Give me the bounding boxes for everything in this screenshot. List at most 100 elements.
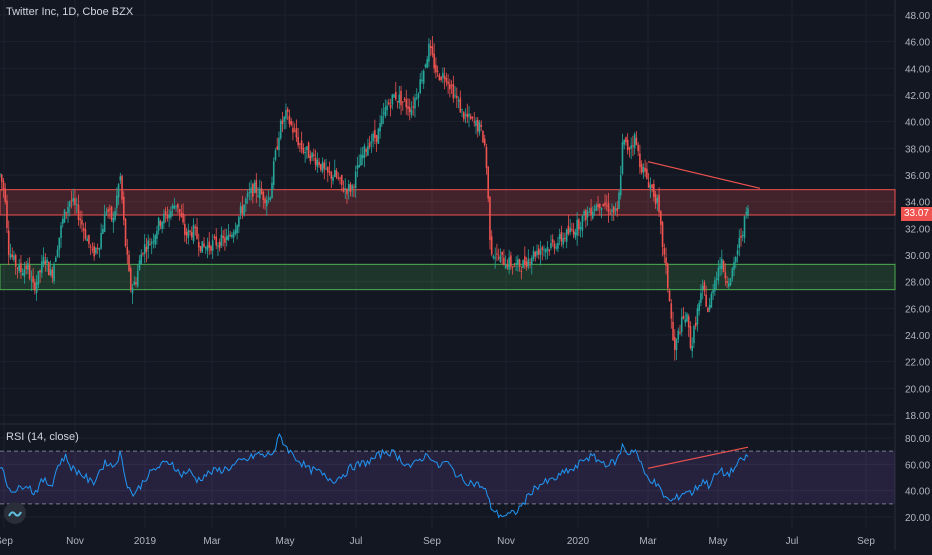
candle-body xyxy=(682,315,685,319)
candle-body xyxy=(677,330,680,340)
candle-body xyxy=(745,211,748,214)
candle-body xyxy=(611,209,613,212)
candle-body xyxy=(140,254,143,265)
candle-body xyxy=(347,184,350,192)
candle-body xyxy=(715,278,718,280)
candle-body xyxy=(639,153,641,168)
candle-body xyxy=(295,128,298,138)
candle-body xyxy=(27,263,29,270)
candle-body xyxy=(698,302,700,312)
rsi-tick-label: 80.00 xyxy=(905,434,930,445)
candle-body xyxy=(586,211,589,218)
candle-body xyxy=(255,180,258,194)
rsi-tick-label: 60.00 xyxy=(905,460,930,471)
candle-body xyxy=(642,166,645,173)
candle-body xyxy=(353,186,355,188)
candle-body xyxy=(102,229,104,234)
resistance-zone xyxy=(0,189,896,216)
candle-body xyxy=(318,161,320,166)
candle-body xyxy=(388,102,390,105)
candle-body xyxy=(344,188,347,190)
candle-body xyxy=(13,255,15,260)
candle-body xyxy=(717,267,720,281)
candle-body xyxy=(107,209,109,212)
candle-body xyxy=(637,144,639,152)
candle-body xyxy=(145,246,148,252)
tradingview-logo-icon[interactable] xyxy=(4,502,26,524)
candle-body xyxy=(184,224,186,235)
candle-body xyxy=(211,240,214,251)
candle-body xyxy=(382,112,385,114)
candle-body xyxy=(23,269,26,277)
candle-body xyxy=(225,236,228,241)
candle-body xyxy=(400,90,402,106)
candle-body xyxy=(173,205,176,209)
price-tick-label: 38.00 xyxy=(905,144,930,155)
candle-body xyxy=(672,321,674,341)
candle-body xyxy=(429,46,432,48)
candle-body xyxy=(199,246,202,252)
candle-body xyxy=(663,248,666,255)
candle-body xyxy=(539,249,542,255)
candle-body xyxy=(246,193,249,198)
candle-body xyxy=(164,210,167,215)
candle-body xyxy=(424,64,427,67)
candle-body xyxy=(128,254,130,272)
candle-body xyxy=(534,251,537,257)
candle-body xyxy=(81,220,83,225)
candle-body xyxy=(450,85,453,87)
candle-body xyxy=(349,184,352,192)
candle-body xyxy=(597,204,599,208)
candle-body xyxy=(53,264,55,282)
candle-body xyxy=(168,214,170,218)
rsi-title: RSI (14, close) xyxy=(6,431,79,443)
candle-body xyxy=(544,249,547,253)
candle-body xyxy=(614,208,617,210)
candle-body xyxy=(299,143,301,145)
price-tick-label: 30.00 xyxy=(905,251,930,262)
candle-body xyxy=(213,236,216,239)
candle-body xyxy=(110,206,113,220)
candle-body xyxy=(185,231,188,236)
candle-body xyxy=(42,256,45,265)
candle-body xyxy=(701,285,704,290)
candle-body xyxy=(712,290,714,294)
candle-body xyxy=(583,211,585,215)
logo-glyph-icon xyxy=(8,511,22,517)
candle-body xyxy=(271,182,273,199)
candle-body xyxy=(166,214,169,219)
candle-body xyxy=(337,177,340,179)
candle-body xyxy=(60,225,62,238)
candle-body xyxy=(114,211,116,220)
candle-body xyxy=(452,83,455,99)
candle-body xyxy=(592,211,594,219)
candle-body xyxy=(370,141,373,144)
candle-body xyxy=(504,265,507,269)
candle-body xyxy=(0,174,1,176)
candle-body xyxy=(302,148,305,153)
candle-body xyxy=(553,243,556,249)
x-tick-label: Sep xyxy=(857,536,875,547)
price-tick-label: 28.00 xyxy=(905,278,930,289)
candle-body xyxy=(492,256,495,258)
candle-body xyxy=(443,75,446,80)
candle-body xyxy=(722,260,725,273)
candle-body xyxy=(112,217,115,223)
candle-body xyxy=(389,105,392,108)
candle-body xyxy=(142,253,144,255)
candle-body xyxy=(565,229,568,242)
candle-body xyxy=(304,152,306,154)
candle-body xyxy=(248,192,251,194)
candle-body xyxy=(626,140,629,151)
candle-body xyxy=(419,79,422,94)
candle-body xyxy=(442,72,444,78)
candle-body xyxy=(335,170,338,178)
candle-body xyxy=(163,214,165,224)
candle-body xyxy=(506,264,509,267)
candle-body xyxy=(340,174,343,185)
candle-body xyxy=(260,188,263,194)
x-tick-label: Nov xyxy=(66,536,84,547)
candle-body xyxy=(201,241,204,253)
candle-body xyxy=(196,226,198,239)
candle-body xyxy=(679,332,681,334)
